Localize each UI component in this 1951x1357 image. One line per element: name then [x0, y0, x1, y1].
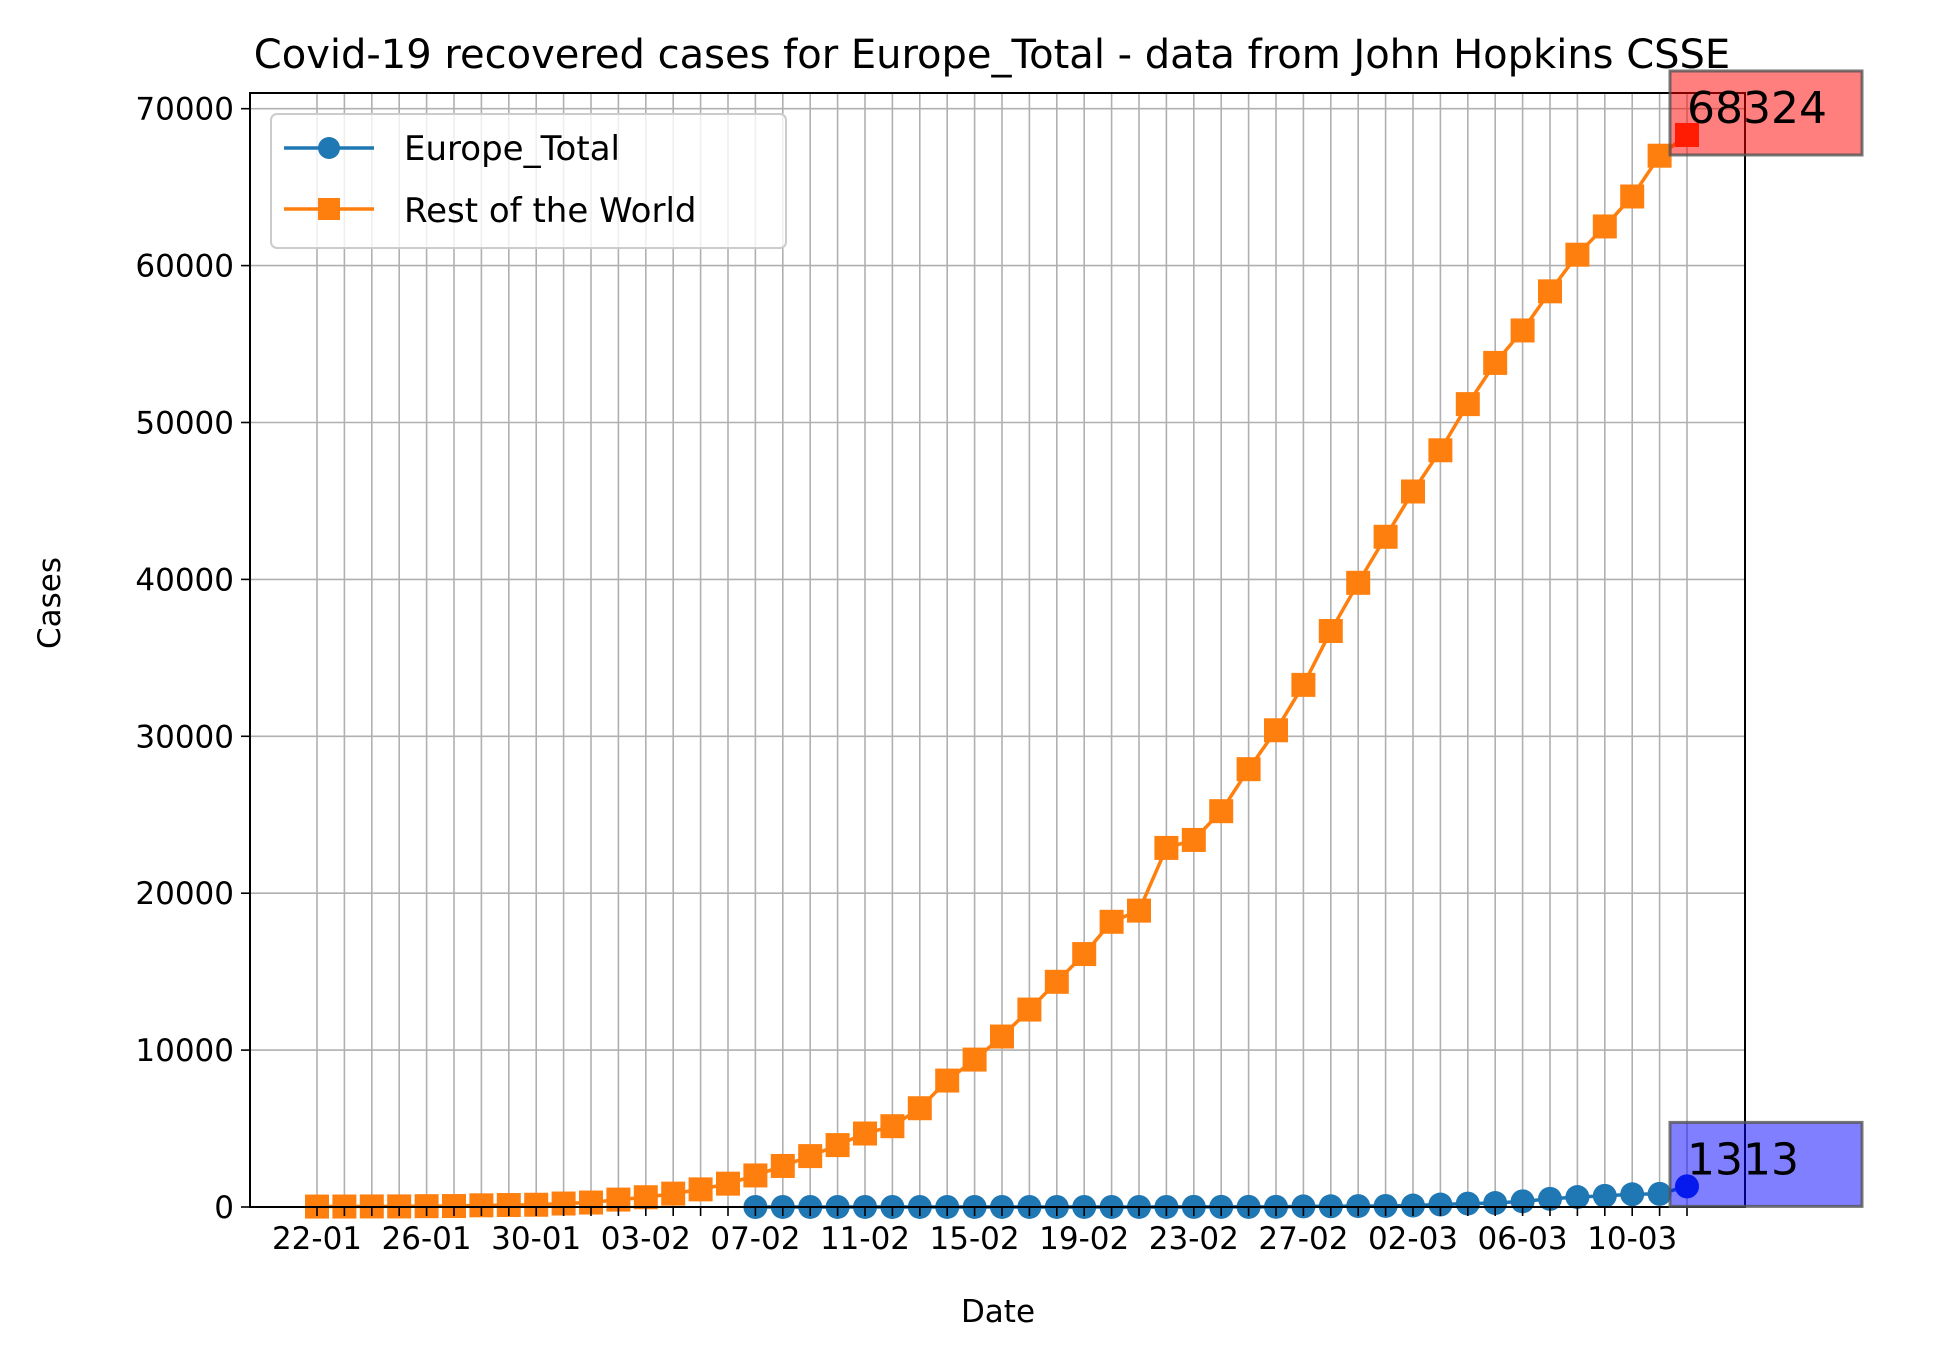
data-point-europe-total	[1428, 1192, 1453, 1217]
data-point-rest-of-the-world	[1510, 318, 1535, 343]
chart-title: Covid-19 recovered cases for Europe_Tota…	[254, 32, 1730, 78]
grid	[250, 93, 1745, 1208]
data-point-europe-total	[1373, 1193, 1398, 1218]
annotation-point-europe-total	[1675, 1174, 1699, 1199]
x-tick-label: 23-02	[1149, 1221, 1239, 1257]
y-tick-label: 0	[214, 1190, 234, 1226]
data-point-rest-of-the-world	[1428, 438, 1453, 463]
data-point-rest-of-the-world	[1044, 969, 1069, 994]
axes: 0 10000 20000 30000 40000 50000 60000 70000 22-0…	[135, 92, 1746, 1257]
data-point-rest-of-the-world	[1209, 799, 1234, 824]
data-point-rest-of-the-world	[1291, 672, 1316, 697]
y-tick-label: 60000	[135, 249, 234, 285]
series-layer	[305, 122, 1699, 1219]
annotation-box-europe-total	[1668, 1120, 1864, 1208]
data-point-rest-of-the-world	[688, 1177, 713, 1202]
x-tick-label: 22-01	[272, 1221, 362, 1257]
data-point-europe-total	[1592, 1183, 1617, 1208]
data-point-rest-of-the-world	[1538, 279, 1562, 304]
data-point-rest-of-the-world	[962, 1047, 987, 1072]
legend-label-europe-total: Europe_Total	[404, 129, 620, 169]
data-point-europe-total	[1538, 1186, 1562, 1211]
x-tick-label: 15-02	[930, 1221, 1020, 1257]
y-tick-label: 20000	[135, 876, 234, 912]
x-tick-label: 19-02	[1039, 1221, 1129, 1257]
x-tick-label: 27-02	[1258, 1221, 1348, 1257]
annotation-label-rest-of-the-world: 68324	[1687, 83, 1827, 134]
legend: Europe_Total Rest of the World	[270, 113, 787, 249]
data-point-rest-of-the-world	[907, 1096, 932, 1121]
data-point-rest-of-the-world	[633, 1185, 658, 1210]
data-point-rest-of-the-world	[716, 1171, 740, 1196]
data-point-rest-of-the-world	[1373, 524, 1398, 549]
data-point-rest-of-the-world	[1154, 835, 1179, 860]
annotations: 68324 1313	[1668, 69, 1864, 1208]
x-tick-label: 03-02	[601, 1221, 691, 1257]
data-point-rest-of-the-world	[1072, 942, 1097, 967]
x-tick-label: 02-03	[1368, 1221, 1458, 1257]
data-point-rest-of-the-world	[798, 1144, 823, 1169]
data-point-rest-of-the-world	[1455, 392, 1480, 417]
data-point-rest-of-the-world	[1401, 479, 1425, 504]
x-tick-label: 11-02	[820, 1221, 910, 1257]
data-point-rest-of-the-world	[1346, 570, 1371, 595]
data-point-europe-total	[1455, 1191, 1480, 1216]
data-point-rest-of-the-world	[1647, 143, 1672, 168]
data-point-rest-of-the-world	[743, 1163, 768, 1188]
x-tick-label: 07-02	[710, 1221, 800, 1257]
data-point-europe-total	[1401, 1193, 1425, 1218]
legend-marker-rest-of-world	[318, 198, 340, 220]
annotation-label-europe-total: 1313	[1687, 1134, 1799, 1185]
data-point-rest-of-the-world	[1620, 184, 1645, 209]
data-point-rest-of-the-world	[1264, 718, 1288, 743]
y-tick-label: 10000	[135, 1033, 234, 1069]
data-point-rest-of-the-world	[990, 1024, 1014, 1049]
data-point-rest-of-the-world	[1236, 757, 1261, 782]
data-point-rest-of-the-world	[1017, 997, 1042, 1022]
x-tick-label: 06-03	[1478, 1221, 1568, 1257]
legend-box	[270, 113, 787, 249]
data-point-rest-of-the-world	[935, 1068, 960, 1093]
data-point-rest-of-the-world	[825, 1133, 850, 1158]
y-tick-label: 30000	[135, 719, 234, 755]
y-tick-label: 40000	[135, 562, 234, 598]
legend-marker-europe-total	[318, 137, 340, 159]
data-point-rest-of-the-world	[1318, 618, 1343, 643]
data-point-rest-of-the-world	[1181, 827, 1206, 852]
data-point-rest-of-the-world	[1127, 898, 1151, 923]
data-point-rest-of-the-world	[1099, 909, 1124, 934]
data-point-rest-of-the-world	[1592, 214, 1617, 239]
annotation-box-rest-of-the-world	[1668, 69, 1864, 157]
data-point-rest-of-the-world	[853, 1121, 877, 1146]
x-tick-label: 10-03	[1587, 1221, 1677, 1257]
data-point-rest-of-the-world	[1483, 350, 1508, 375]
plot-frame	[249, 92, 1746, 1208]
data-point-europe-total	[1620, 1182, 1645, 1207]
legend-label-rest-of-world: Rest of the World	[404, 191, 697, 231]
data-point-europe-total	[1647, 1181, 1672, 1206]
x-tick-label: 30-01	[491, 1221, 581, 1257]
y-axis-title: Cases	[32, 557, 68, 649]
y-tick-label: 50000	[135, 405, 234, 441]
data-point-europe-total	[1483, 1191, 1508, 1216]
data-point-rest-of-the-world	[661, 1181, 686, 1206]
data-point-rest-of-the-world	[880, 1114, 905, 1139]
x-tick-label: 26-01	[382, 1221, 472, 1257]
y-tick-label: 70000	[135, 92, 234, 128]
x-axis-title: Date	[961, 1294, 1035, 1330]
data-point-rest-of-the-world	[1565, 242, 1590, 267]
annotation-point-rest-of-the-world	[1675, 122, 1699, 147]
data-point-rest-of-the-world	[770, 1153, 795, 1178]
data-point-europe-total	[1565, 1185, 1590, 1210]
